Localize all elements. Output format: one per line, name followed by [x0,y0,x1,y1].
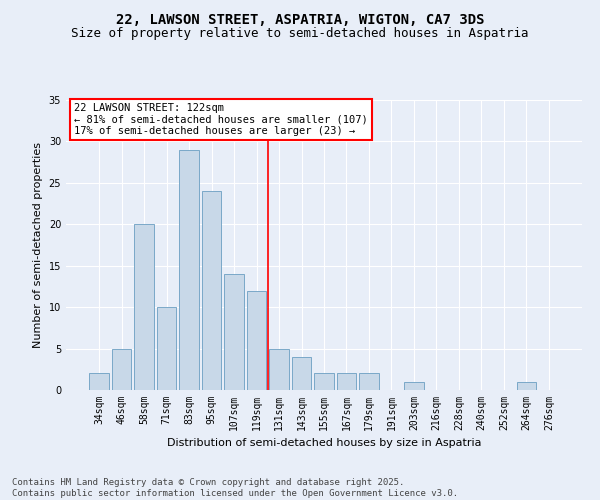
Text: Contains HM Land Registry data © Crown copyright and database right 2025.
Contai: Contains HM Land Registry data © Crown c… [12,478,458,498]
Text: 22 LAWSON STREET: 122sqm
← 81% of semi-detached houses are smaller (107)
17% of : 22 LAWSON STREET: 122sqm ← 81% of semi-d… [74,103,367,136]
Bar [269,348,289,390]
Bar [89,374,109,390]
Bar [202,191,221,390]
Bar [359,374,379,390]
X-axis label: Distribution of semi-detached houses by size in Aspatria: Distribution of semi-detached houses by … [167,438,481,448]
Bar [112,348,131,390]
Text: Size of property relative to semi-detached houses in Aspatria: Size of property relative to semi-detach… [71,28,529,40]
Text: 22, LAWSON STREET, ASPATRIA, WIGTON, CA7 3DS: 22, LAWSON STREET, ASPATRIA, WIGTON, CA7… [116,12,484,26]
Bar [134,224,154,390]
Bar [404,382,424,390]
Bar [314,374,334,390]
Bar [179,150,199,390]
Y-axis label: Number of semi-detached properties: Number of semi-detached properties [33,142,43,348]
Bar [247,290,266,390]
Bar [224,274,244,390]
Bar [517,382,536,390]
Bar [292,357,311,390]
Bar [337,374,356,390]
Bar [157,307,176,390]
